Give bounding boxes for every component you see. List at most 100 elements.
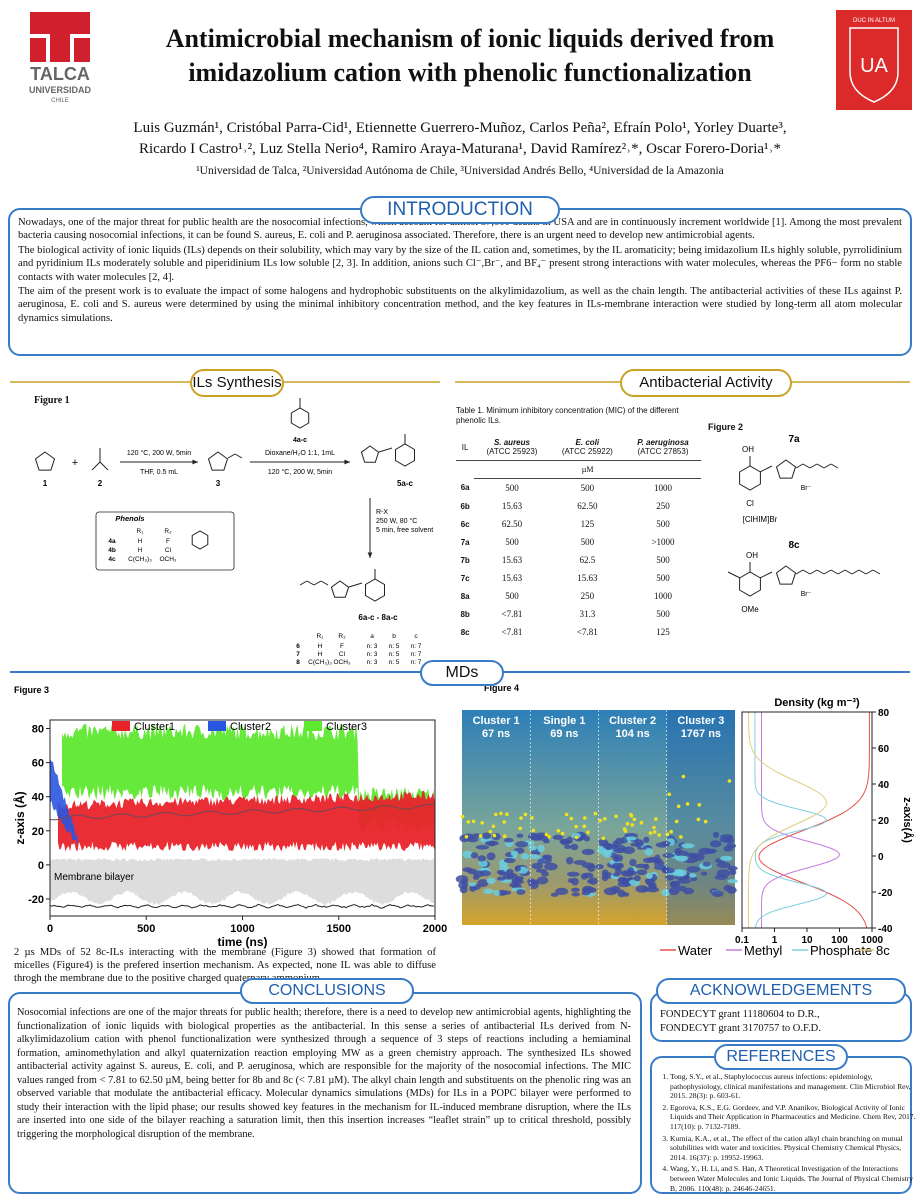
scheme-label: R₂	[338, 633, 346, 640]
il-molecule	[676, 804, 681, 809]
mic-table-block: Table 1. Minimum inhibitory concentratio…	[456, 406, 701, 641]
cell: 62.50	[501, 519, 523, 529]
scheme-label: 120 °C, 200 W, 5min	[268, 468, 332, 476]
scheme-label: Br⁻	[801, 591, 812, 598]
imidazole-ring	[775, 459, 797, 479]
logo-text: DUC IN ALTUM	[853, 18, 895, 24]
bond	[809, 569, 818, 575]
section-heading: MDs	[420, 660, 504, 686]
cell: 500	[505, 591, 519, 601]
lipid	[603, 887, 618, 896]
trace-line	[49, 804, 435, 821]
cell: 6c	[460, 519, 470, 529]
scheme-label: 250 W, 80 °C	[376, 517, 417, 525]
ack-line: FONDECYT grant 11180604 to D.R.,	[660, 1009, 820, 1020]
mic-table: IL S. aureus (ATCC 25923) E. coli (ATCC 2592…	[456, 434, 701, 641]
il-molecule	[569, 816, 574, 821]
lipid	[675, 855, 688, 862]
lipid	[573, 859, 587, 866]
cell: 500	[505, 537, 519, 547]
bond	[759, 571, 773, 579]
cell: 7a	[460, 537, 470, 547]
scheme-label: 4a	[108, 538, 116, 545]
column-header-text: E. coli	[575, 438, 600, 447]
il-molecule	[632, 817, 637, 822]
il-molecule	[523, 812, 528, 817]
cell: 6b	[460, 501, 470, 511]
il-molecule	[630, 823, 634, 827]
il-molecule	[574, 835, 579, 840]
references-box: Tong, S.Y., et al., Staphylococcus aureu…	[650, 1056, 915, 1194]
column-header-text: IL	[461, 442, 469, 452]
panel-label: 69 ns	[550, 728, 578, 740]
column-header-text: (ATCC 27853)	[637, 447, 689, 456]
scheme-label: H	[138, 538, 143, 545]
il-molecule	[502, 820, 507, 824]
cell: 500	[656, 519, 670, 529]
lipid	[709, 840, 722, 848]
column-header-text: (ATCC 25923)	[486, 447, 538, 456]
table-body: µM 6a 500 500 1000 6b 15.63 62.50 250 6c 62.50 125 5…	[456, 460, 701, 642]
scheme-label: Cl	[339, 651, 346, 658]
trace-line	[49, 903, 435, 909]
lipid	[693, 852, 705, 861]
il-molecule	[583, 816, 587, 820]
panel-label: Cluster 1	[473, 715, 520, 727]
trace-band	[62, 723, 434, 834]
table-row: 6c 62.50 125 500	[456, 515, 701, 533]
lipid	[686, 866, 701, 873]
cell: 31.3	[579, 609, 596, 619]
y-tick-label: 0	[38, 860, 44, 872]
cell: 7c	[460, 573, 470, 583]
scheme-label: Phenols	[115, 514, 144, 523]
table-row: 8b <7.81 31.3 500	[456, 605, 701, 623]
il-molecule	[652, 830, 657, 834]
y-axis-label: z-axis(Å)	[901, 797, 914, 843]
lipid	[614, 867, 622, 875]
scheme-label: 7a	[788, 434, 800, 445]
trace-band	[50, 758, 80, 850]
scheme-label: F	[340, 643, 344, 650]
scheme-label: n: 3	[367, 659, 378, 666]
bond	[91, 461, 101, 471]
lipid	[482, 888, 494, 894]
lipid	[645, 872, 653, 880]
phenols-box	[95, 511, 235, 571]
scheme-label: H	[318, 643, 323, 650]
lipid	[537, 844, 545, 853]
bond	[802, 569, 811, 575]
il-molecule	[652, 825, 656, 830]
x-tick-label: 1000	[861, 935, 884, 946]
column-header: E. coli (ATCC 25922)	[549, 434, 625, 461]
lipid	[706, 849, 714, 854]
density-curve	[758, 712, 870, 929]
lipid	[477, 879, 489, 888]
legend-label: Methyl	[744, 943, 782, 958]
lipid	[560, 839, 571, 846]
bond	[306, 580, 315, 586]
scheme-label: C(CH₃)₃	[308, 659, 332, 666]
scheme-label: n: 5	[389, 659, 400, 666]
bond	[823, 569, 832, 575]
lipid	[657, 860, 665, 867]
y-tick-label: 20	[878, 816, 890, 827]
lipid	[642, 857, 655, 864]
lipid	[468, 882, 477, 887]
density-curve	[754, 712, 828, 929]
cell: 500	[580, 483, 595, 493]
benzene-ring	[365, 578, 385, 602]
scheme-label: OCH₃	[333, 659, 350, 666]
bond	[99, 461, 109, 471]
lipid	[720, 855, 733, 862]
cell: 15.63	[501, 501, 523, 511]
cell: 62.5	[579, 555, 596, 565]
figure-label: Figure 1	[34, 395, 70, 406]
scheme-label: OCH₃	[159, 556, 176, 563]
trace-band	[58, 790, 435, 852]
il-molecule	[601, 836, 606, 841]
il-molecule	[560, 831, 565, 836]
x-tick-label: 0.1	[735, 935, 749, 946]
scheme-label: 6	[296, 643, 300, 650]
il-molecule	[654, 817, 658, 821]
